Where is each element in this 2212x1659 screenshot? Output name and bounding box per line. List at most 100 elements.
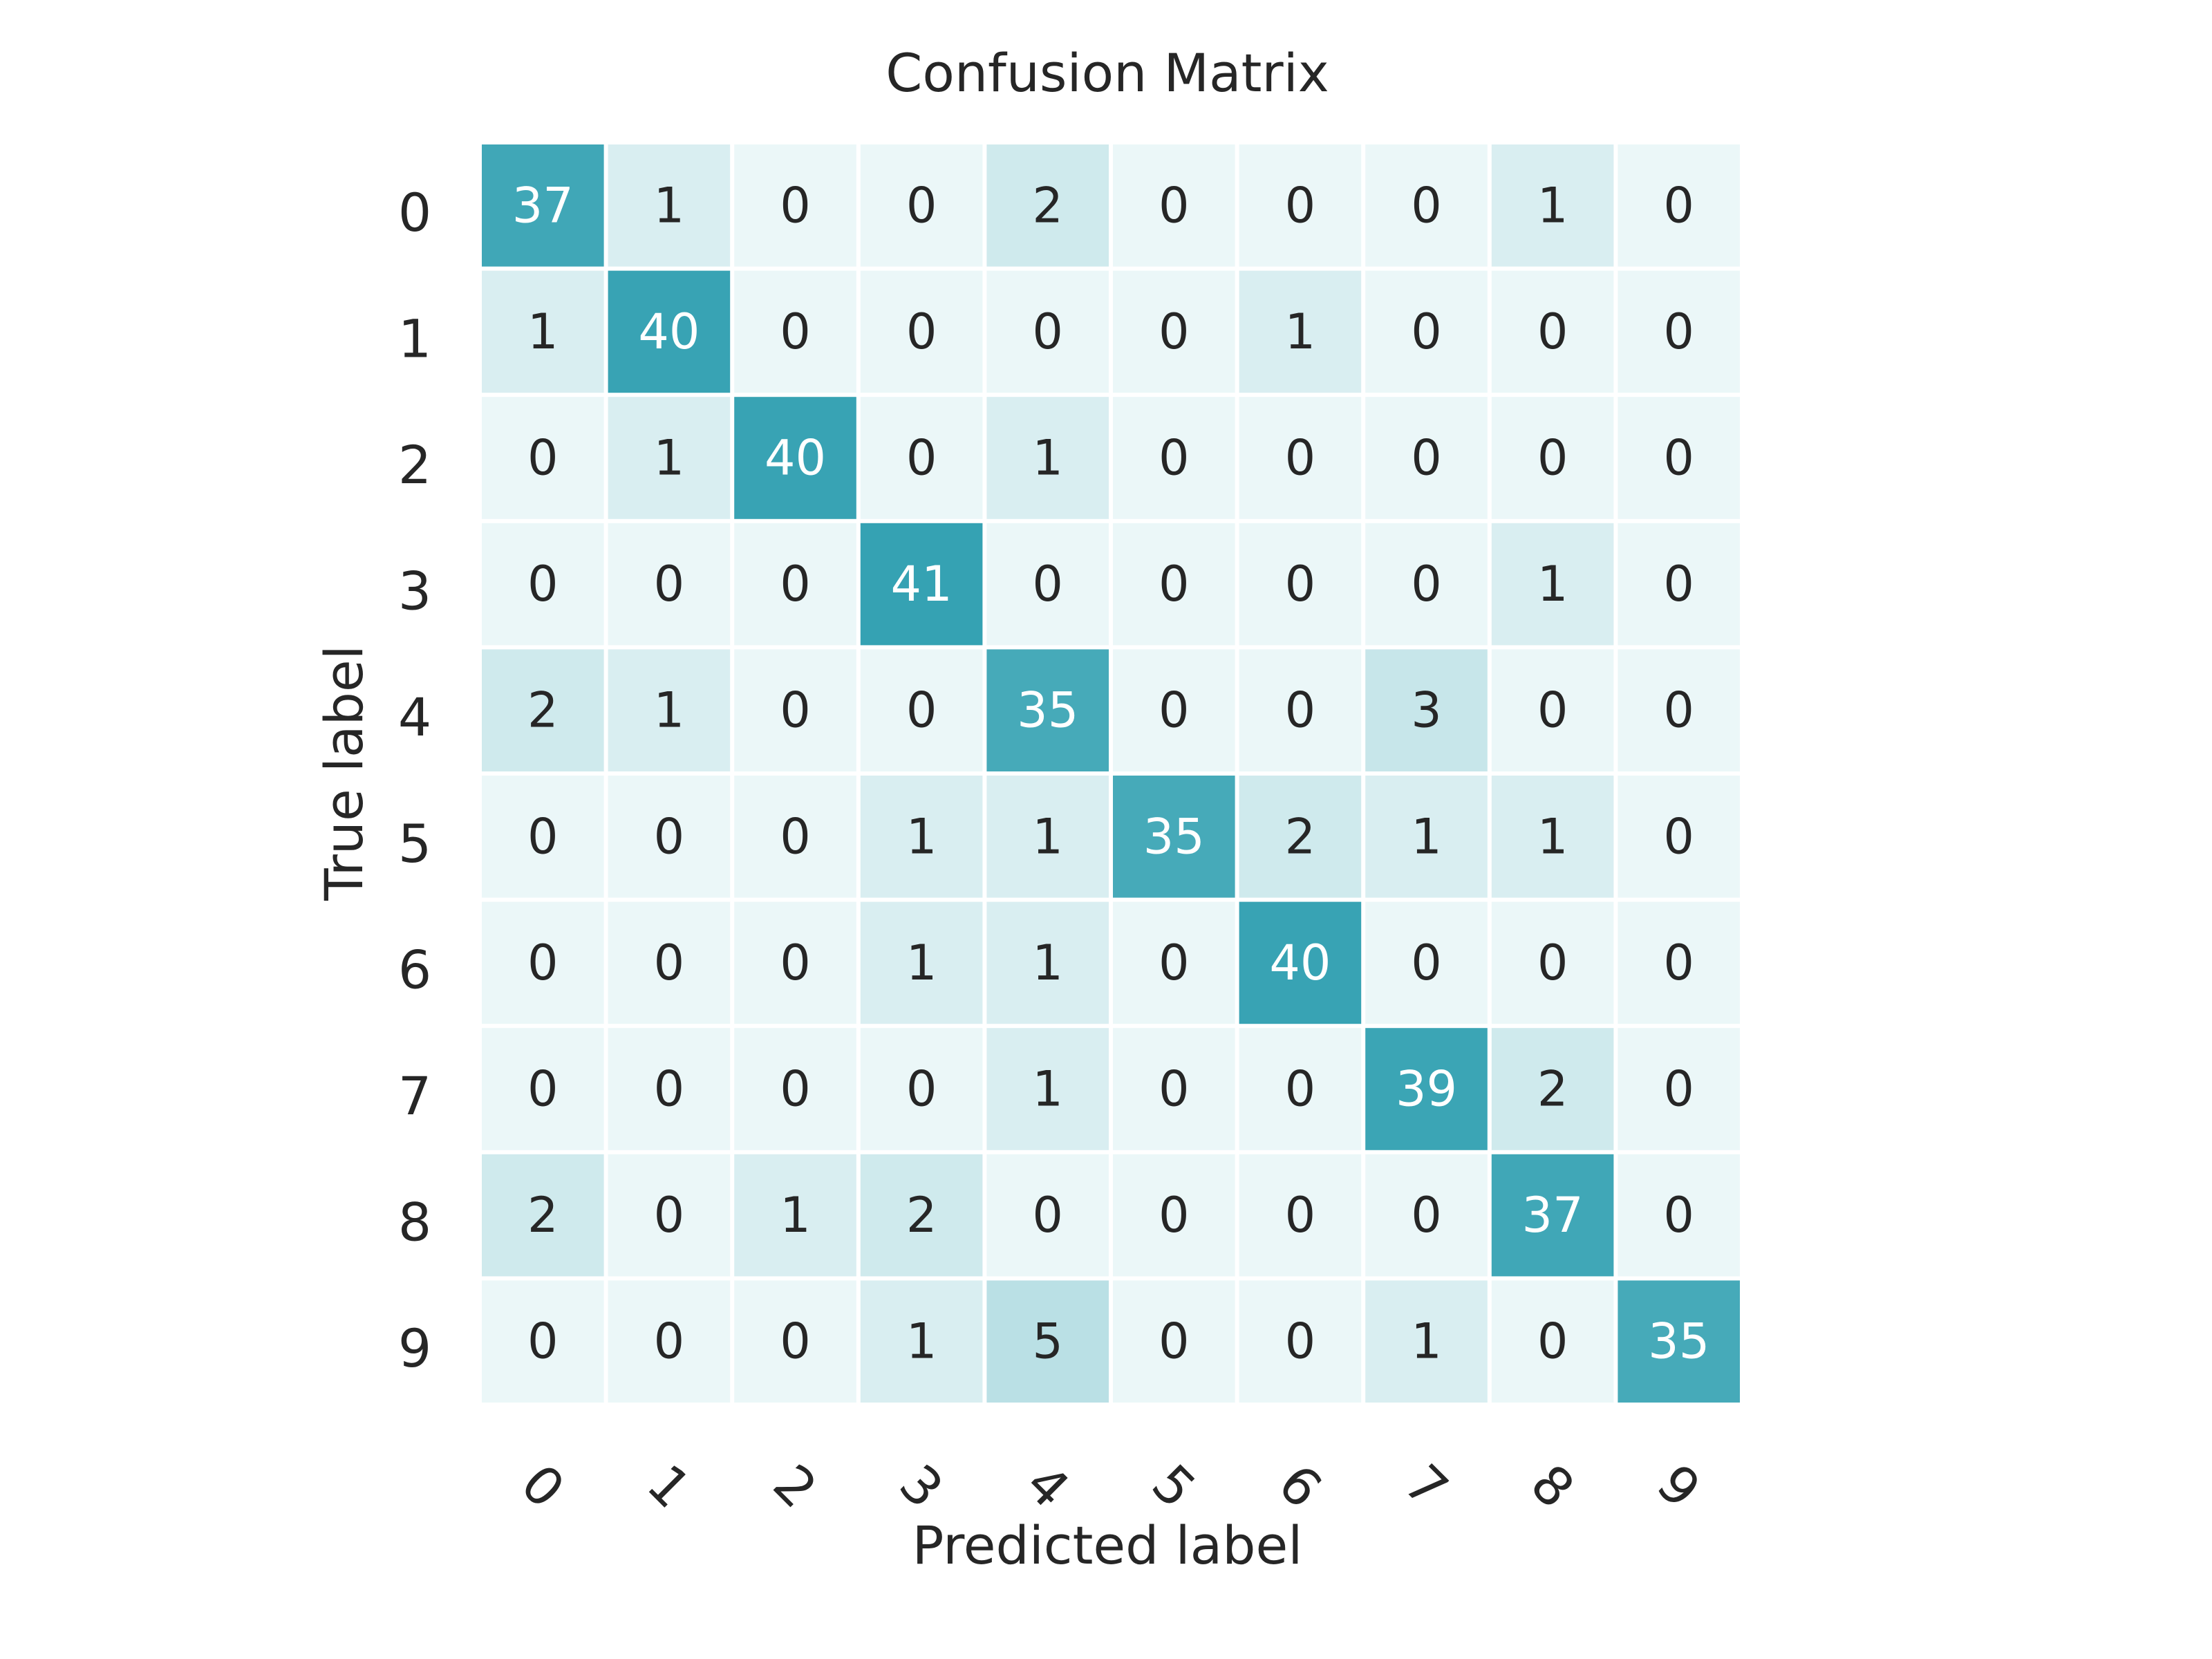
heatmap-cell xyxy=(1365,776,1488,898)
cell-value-label: 0 xyxy=(1032,1187,1063,1244)
cell-value-label: 1 xyxy=(906,808,937,865)
heatmap-cell xyxy=(734,649,856,771)
cell-value-label: 0 xyxy=(1285,1061,1316,1118)
heatmap-cell xyxy=(608,901,731,1024)
heatmap-cell xyxy=(1113,776,1235,898)
y-tick-label: 4 xyxy=(398,686,431,748)
cell-value-label: 1 xyxy=(1032,935,1063,991)
heatmap-cell xyxy=(482,1028,604,1150)
cell-value-label: 0 xyxy=(906,177,937,234)
heatmap-cell xyxy=(608,1028,731,1150)
heatmap-cell xyxy=(1618,397,1740,519)
heatmap-cell xyxy=(734,1280,856,1403)
cell-value-label: 0 xyxy=(780,1061,811,1118)
cell-value-label: 0 xyxy=(906,430,937,487)
x-tick-label: 4 xyxy=(1014,1452,1081,1519)
cell-value-label: 0 xyxy=(1159,177,1190,234)
cell-value-label: 2 xyxy=(1285,808,1316,865)
cell-value-label: 0 xyxy=(1159,1187,1190,1244)
heatmap-cell xyxy=(1365,397,1488,519)
cell-value-label: 1 xyxy=(1032,808,1063,865)
cell-value-label: 0 xyxy=(1285,1187,1316,1244)
heatmap-cell xyxy=(1365,270,1488,393)
heatmap-cell xyxy=(608,649,731,771)
heatmap-cell xyxy=(1491,649,1614,771)
heatmap-cell xyxy=(1113,901,1235,1024)
heatmap-cell xyxy=(1618,144,1740,267)
cell-value-label: 40 xyxy=(765,430,826,487)
x-axis-label: Predicted label xyxy=(912,1515,1303,1576)
cell-value-label: 0 xyxy=(654,935,685,991)
heatmap-cell xyxy=(734,1028,856,1150)
heatmap-cell xyxy=(482,776,604,898)
y-tick-label: 1 xyxy=(398,308,431,369)
cell-value-label: 1 xyxy=(1411,808,1442,865)
y-axis-label: True label xyxy=(313,645,375,901)
heatmap-cell xyxy=(1113,523,1235,646)
heatmap-cell xyxy=(1618,523,1740,646)
heatmap-cell xyxy=(482,270,604,393)
cell-value-label: 0 xyxy=(1537,935,1568,991)
heatmap-cell xyxy=(860,523,983,646)
cell-value-label: 1 xyxy=(1032,430,1063,487)
cell-value-label: 2 xyxy=(906,1187,937,1244)
heatmap-cell xyxy=(1113,270,1235,393)
cell-value-label: 0 xyxy=(1285,430,1316,487)
heatmap-cell xyxy=(860,1280,983,1403)
cell-value-label: 1 xyxy=(1537,556,1568,612)
cell-value-label: 0 xyxy=(654,1313,685,1370)
cell-value-label: 0 xyxy=(527,556,559,612)
heatmap-cell xyxy=(1239,901,1362,1024)
heatmap-cell xyxy=(608,776,731,898)
heatmap-cell xyxy=(734,144,856,267)
cell-value-label: 0 xyxy=(780,935,811,991)
heatmap-cell xyxy=(1365,649,1488,771)
heatmap-cell xyxy=(608,144,731,267)
cell-value-label: 0 xyxy=(527,430,559,487)
cell-value-label: 2 xyxy=(1537,1061,1568,1118)
cell-value-label: 0 xyxy=(1159,1313,1190,1370)
heatmap-cell xyxy=(1618,1154,1740,1277)
heatmap-cell xyxy=(734,523,856,646)
heatmap-cell xyxy=(1618,901,1740,1024)
cell-value-label: 0 xyxy=(1159,935,1190,991)
heatmap-cell xyxy=(1491,397,1614,519)
heatmap-cell xyxy=(482,1154,604,1277)
heatmap-cell xyxy=(986,1028,1109,1150)
heatmap-cell xyxy=(482,144,604,267)
x-tick-label: 7 xyxy=(1393,1452,1460,1519)
heatmap-cell xyxy=(860,901,983,1024)
cell-value-label: 0 xyxy=(1663,1187,1694,1244)
cell-value-label: 0 xyxy=(1411,1187,1442,1244)
x-tick-label: 1 xyxy=(635,1452,702,1519)
x-tick-label: 9 xyxy=(1645,1452,1712,1519)
cell-value-label: 0 xyxy=(654,556,685,612)
heatmap-cell xyxy=(608,397,731,519)
heatmap-cell xyxy=(734,397,856,519)
x-tick-label: 0 xyxy=(509,1452,577,1519)
heatmap-cell xyxy=(1113,1280,1235,1403)
heatmap-cell xyxy=(860,144,983,267)
heatmap-cell xyxy=(1491,523,1614,646)
heatmap-cell xyxy=(482,523,604,646)
heatmap-cell xyxy=(1618,649,1740,771)
heatmap-cell xyxy=(1113,397,1235,519)
heatmap-cell xyxy=(1491,1280,1614,1403)
heatmap-cell xyxy=(1491,776,1614,898)
y-tick-labels: 0 1 2 3 4 5 6 7 8 9 xyxy=(398,182,431,1379)
heatmap-cell xyxy=(860,397,983,519)
heatmap-cell xyxy=(1113,1154,1235,1277)
cell-value-label: 0 xyxy=(1159,1061,1190,1118)
heatmap-cell xyxy=(1239,649,1362,771)
cell-value-label: 0 xyxy=(1537,430,1568,487)
heatmap-cell xyxy=(986,901,1109,1024)
heatmap-cell xyxy=(1239,144,1362,267)
heatmap-cells: 37 1 0 0 2 0 0 0 1 0 1 40 0 0 0 0 1 0 0 0 0 1 40 0 1 0 0 0 0 0 0 0 0 41 0 0… xyxy=(482,144,1740,1403)
heatmap-cell xyxy=(482,1280,604,1403)
heatmap-cell xyxy=(1365,523,1488,646)
cell-value-label: 0 xyxy=(654,1187,685,1244)
heatmap-cell xyxy=(608,1154,731,1277)
cell-value-label: 0 xyxy=(1411,935,1442,991)
y-tick-label: 0 xyxy=(398,182,431,243)
